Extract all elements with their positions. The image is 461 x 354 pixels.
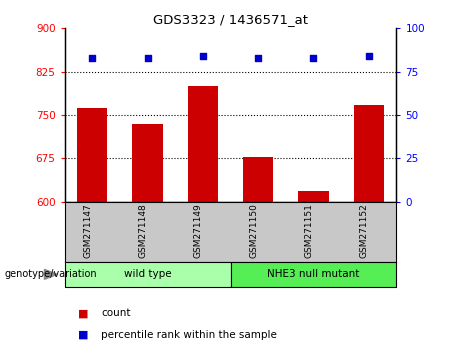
Polygon shape bbox=[44, 269, 57, 279]
Point bbox=[199, 53, 207, 59]
Point bbox=[254, 55, 262, 61]
Text: GSM271152: GSM271152 bbox=[360, 203, 369, 258]
Point bbox=[89, 55, 96, 61]
Point bbox=[365, 53, 372, 59]
Bar bbox=[188, 86, 218, 202]
Point bbox=[310, 55, 317, 61]
Text: NHE3 null mutant: NHE3 null mutant bbox=[267, 269, 360, 279]
Bar bbox=[132, 124, 163, 202]
Point bbox=[144, 55, 151, 61]
Text: wild type: wild type bbox=[124, 269, 171, 279]
Title: GDS3323 / 1436571_at: GDS3323 / 1436571_at bbox=[153, 13, 308, 26]
Text: GSM271151: GSM271151 bbox=[304, 203, 313, 258]
Bar bbox=[243, 157, 273, 202]
Text: GSM271148: GSM271148 bbox=[138, 203, 148, 258]
Bar bbox=[298, 192, 329, 202]
Text: GSM271147: GSM271147 bbox=[83, 203, 92, 258]
Text: GSM271149: GSM271149 bbox=[194, 203, 203, 258]
Text: ■: ■ bbox=[78, 308, 89, 318]
Text: ■: ■ bbox=[78, 330, 89, 339]
Text: count: count bbox=[101, 308, 131, 318]
Bar bbox=[230, 262, 396, 287]
Bar bbox=[77, 108, 107, 202]
Text: genotype/variation: genotype/variation bbox=[5, 269, 97, 279]
Bar bbox=[65, 262, 230, 287]
Text: percentile rank within the sample: percentile rank within the sample bbox=[101, 330, 278, 339]
Text: GSM271150: GSM271150 bbox=[249, 203, 258, 258]
Bar bbox=[354, 105, 384, 202]
